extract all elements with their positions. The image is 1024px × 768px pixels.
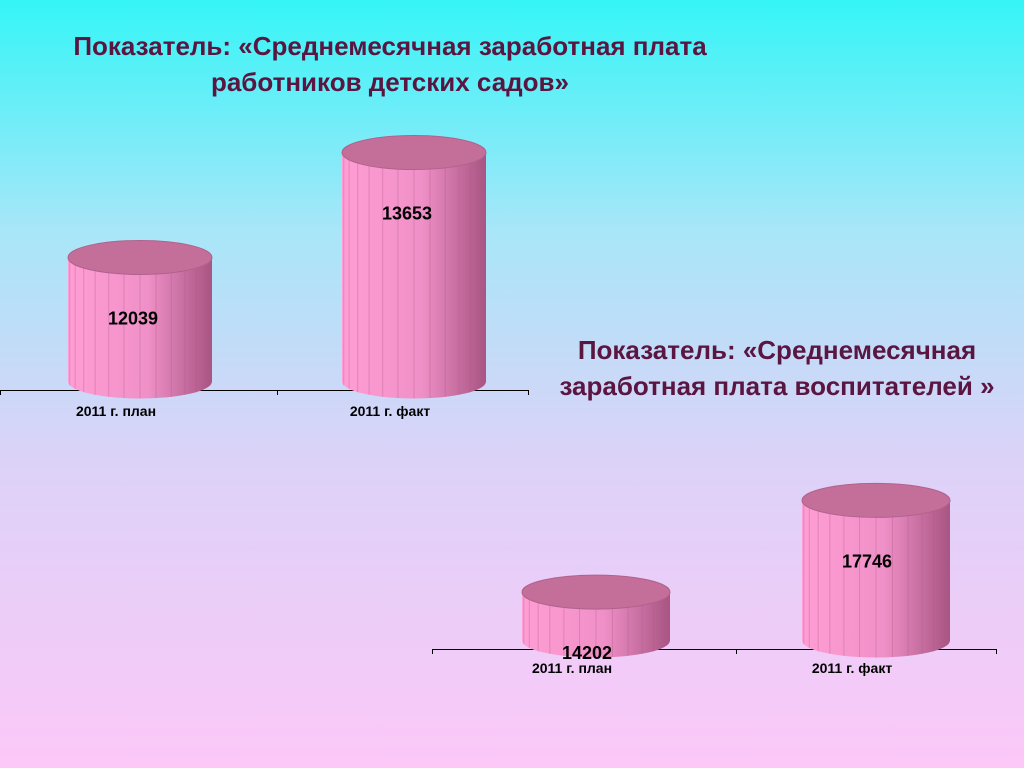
bar-fact	[341, 135, 487, 399]
category-label: 2011 г. факт	[812, 660, 893, 676]
data-label: 14202	[562, 643, 612, 663]
data-label: 17746	[842, 551, 892, 571]
data-label: 13653	[382, 204, 432, 224]
bar-plan	[521, 574, 671, 658]
bar-fact	[801, 482, 951, 658]
category-label: 2011 г. план	[532, 660, 612, 676]
data-label: 12039	[108, 308, 158, 328]
chart-1-title: Показатель: «Среднемесячная заработная п…	[73, 31, 707, 97]
category-label: 2011 г. план	[76, 403, 156, 419]
chart-2-title: Показатель: «Среднемесячная заработная п…	[559, 335, 995, 401]
category-label: 2011 г. факт	[350, 403, 431, 419]
bar-plan	[67, 239, 213, 399]
